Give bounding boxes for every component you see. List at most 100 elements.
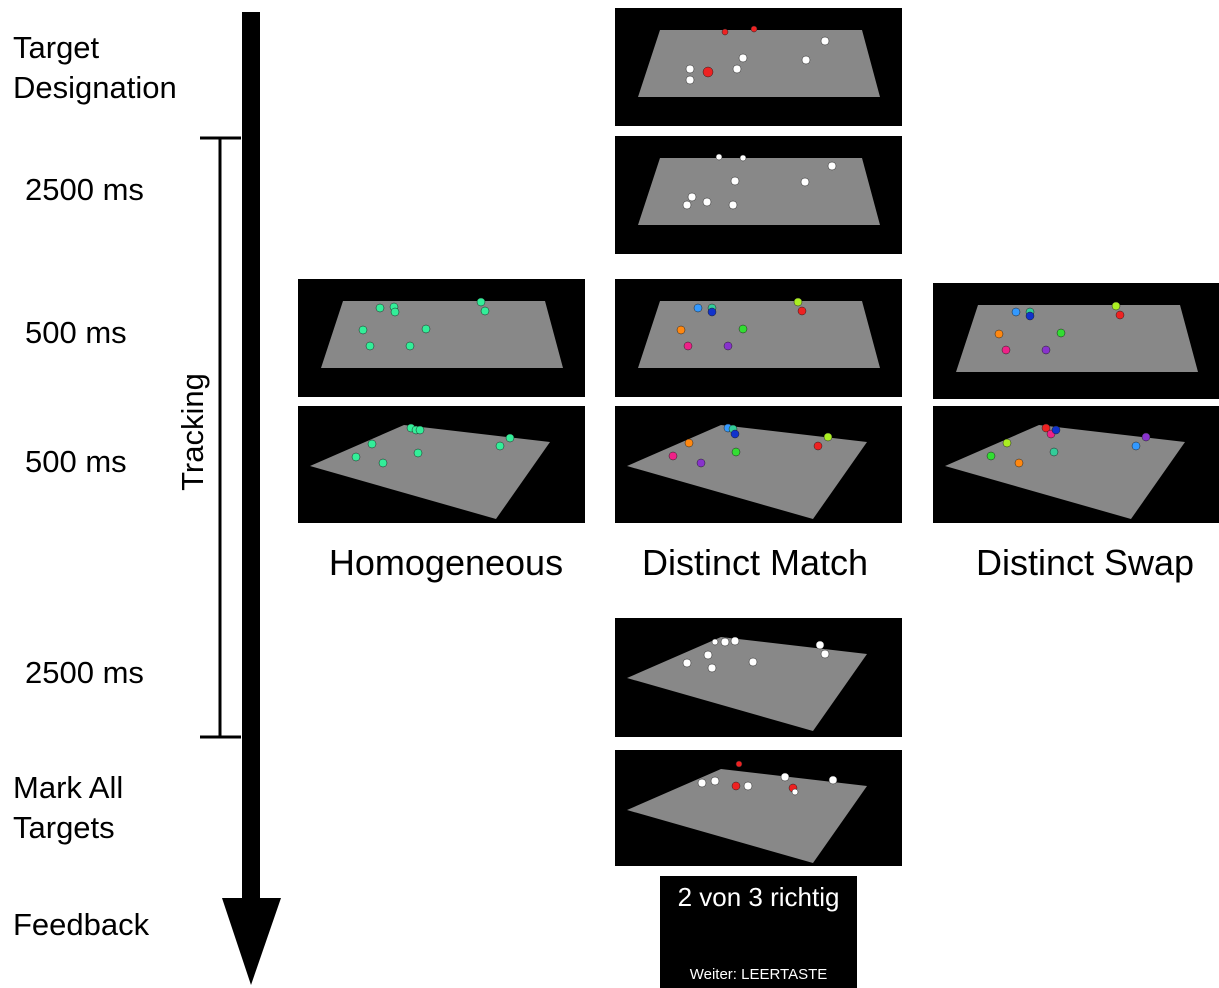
ball (496, 442, 504, 450)
ball (736, 761, 742, 767)
ball (1042, 346, 1050, 354)
ball (1012, 308, 1020, 316)
ball (712, 639, 718, 645)
condition-label: Distinct Match (585, 542, 925, 584)
tracking-plane (956, 305, 1198, 372)
ball (697, 459, 705, 467)
ball (729, 201, 737, 209)
step-label: 500 ms (25, 442, 127, 482)
ball (781, 773, 789, 781)
ball (995, 330, 1003, 338)
ball (708, 664, 716, 672)
ball (821, 650, 829, 658)
ball (801, 178, 809, 186)
ball (744, 782, 752, 790)
tracking-plane (638, 158, 880, 225)
ball (794, 298, 802, 306)
ball (414, 449, 422, 457)
ball (704, 651, 712, 659)
ball (711, 777, 719, 785)
ball (716, 154, 722, 160)
ball (698, 779, 706, 787)
ball (821, 37, 829, 45)
ball (749, 658, 757, 666)
ball (792, 789, 798, 795)
condition-label: Distinct Swap (915, 542, 1219, 584)
tracking-plane (638, 301, 880, 368)
ball (1116, 311, 1124, 319)
feedback-message: 2 von 3 richtig (660, 882, 857, 913)
ball (816, 641, 824, 649)
step-label: 2500 ms (25, 170, 144, 210)
ball (732, 782, 740, 790)
ball (416, 426, 424, 434)
ball (685, 439, 693, 447)
ball (684, 342, 692, 350)
step-label: 2500 ms (25, 653, 144, 693)
ball (751, 26, 757, 32)
ball (731, 177, 739, 185)
ball (669, 452, 677, 460)
panels (298, 8, 1219, 866)
ball (406, 342, 414, 350)
ball (721, 638, 729, 646)
ball (802, 56, 810, 64)
ball (824, 433, 832, 441)
ball (677, 326, 685, 334)
ball (1026, 312, 1034, 320)
ball (1142, 433, 1150, 441)
ball (506, 434, 514, 442)
ball (1015, 459, 1023, 467)
ball (694, 304, 702, 312)
ball (688, 193, 696, 201)
ball (732, 448, 740, 456)
ball (731, 637, 739, 645)
step-label: Mark All Targets (13, 768, 153, 848)
ball (1112, 302, 1120, 310)
ball (686, 76, 694, 84)
ball (733, 65, 741, 73)
ball (686, 65, 694, 73)
ball (1003, 439, 1011, 447)
ball (703, 67, 713, 77)
ball (1002, 346, 1010, 354)
ball (739, 325, 747, 333)
ball (1050, 448, 1058, 456)
ball (477, 298, 485, 306)
ball (798, 307, 806, 315)
ball (366, 342, 374, 350)
ball (683, 201, 691, 209)
ball (731, 430, 739, 438)
ball (359, 326, 367, 334)
ball (368, 440, 376, 448)
ball (814, 442, 822, 450)
condition-label: Homogeneous (276, 542, 616, 584)
ball (703, 198, 711, 206)
tracking-plane (638, 30, 880, 97)
bracket-label: Tracking (173, 373, 213, 491)
step-label: Feedback (13, 905, 149, 945)
feedback-prompt: Weiter: LEERTASTE (660, 966, 857, 983)
ball (391, 308, 399, 316)
ball (352, 453, 360, 461)
ball (376, 304, 384, 312)
ball (829, 776, 837, 784)
ball (683, 659, 691, 667)
ball (481, 307, 489, 315)
ball (724, 342, 732, 350)
tracking-plane (321, 301, 563, 368)
ball (379, 459, 387, 467)
step-label: Target Designation (13, 28, 213, 108)
ball (828, 162, 836, 170)
ball (422, 325, 430, 333)
ball (1132, 442, 1140, 450)
time-arrow-shaft (242, 12, 260, 900)
figure: Target Designation 2500 ms 500 ms 500 ms… (0, 0, 1219, 988)
step-label: 500 ms (25, 313, 127, 353)
ball (1057, 329, 1065, 337)
ball (740, 155, 746, 161)
ball (739, 54, 747, 62)
ball (722, 29, 728, 35)
diagram-graphics (0, 0, 1219, 988)
ball (1052, 426, 1060, 434)
